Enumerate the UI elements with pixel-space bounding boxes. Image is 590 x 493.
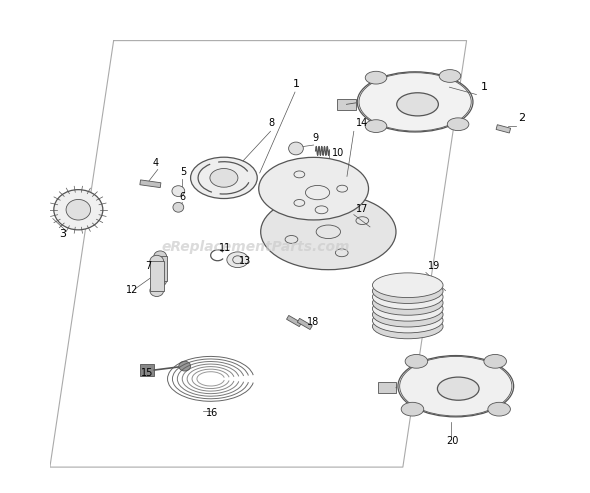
Text: 6: 6 <box>180 192 186 202</box>
Ellipse shape <box>172 186 185 197</box>
Ellipse shape <box>372 279 443 304</box>
Ellipse shape <box>439 70 461 82</box>
Ellipse shape <box>154 276 166 286</box>
Ellipse shape <box>365 120 387 133</box>
Polygon shape <box>140 180 161 188</box>
Text: 14: 14 <box>356 118 369 128</box>
Ellipse shape <box>365 71 387 84</box>
Text: 10: 10 <box>332 148 344 158</box>
Polygon shape <box>297 318 312 329</box>
Ellipse shape <box>358 72 473 132</box>
Ellipse shape <box>484 354 506 368</box>
Ellipse shape <box>372 308 443 333</box>
Text: 18: 18 <box>307 317 320 327</box>
Ellipse shape <box>289 142 303 155</box>
Ellipse shape <box>154 251 166 262</box>
Text: 11: 11 <box>219 244 231 253</box>
Ellipse shape <box>150 255 163 267</box>
Ellipse shape <box>396 93 438 116</box>
Text: 2: 2 <box>518 113 525 123</box>
Text: 1: 1 <box>481 82 489 92</box>
Text: 12: 12 <box>126 285 138 295</box>
Ellipse shape <box>401 402 424 416</box>
Ellipse shape <box>488 402 510 416</box>
Ellipse shape <box>398 355 514 417</box>
Polygon shape <box>337 99 356 110</box>
Text: 8: 8 <box>268 118 274 128</box>
Text: 5: 5 <box>180 168 186 177</box>
Ellipse shape <box>372 314 443 339</box>
Polygon shape <box>378 382 396 393</box>
Polygon shape <box>140 364 155 376</box>
Text: 20: 20 <box>446 436 458 446</box>
Text: 9: 9 <box>312 133 318 143</box>
Ellipse shape <box>54 190 103 230</box>
Ellipse shape <box>173 203 183 212</box>
Text: 17: 17 <box>356 204 369 214</box>
Text: eReplacementParts.com: eReplacementParts.com <box>162 240 350 253</box>
Text: 3: 3 <box>59 229 65 239</box>
Text: 13: 13 <box>238 256 251 266</box>
Ellipse shape <box>66 200 91 220</box>
Ellipse shape <box>261 194 396 270</box>
Polygon shape <box>150 261 163 290</box>
Polygon shape <box>287 316 301 326</box>
Ellipse shape <box>372 284 443 309</box>
Ellipse shape <box>150 285 163 296</box>
Ellipse shape <box>437 377 479 400</box>
Ellipse shape <box>191 157 257 199</box>
Ellipse shape <box>372 273 443 298</box>
Polygon shape <box>496 125 510 133</box>
Text: 16: 16 <box>206 408 218 418</box>
Ellipse shape <box>405 354 428 368</box>
Ellipse shape <box>372 302 443 327</box>
Ellipse shape <box>447 118 469 131</box>
Text: 1: 1 <box>293 79 300 89</box>
Text: 15: 15 <box>140 368 153 379</box>
Ellipse shape <box>210 169 238 187</box>
Polygon shape <box>154 256 166 281</box>
Ellipse shape <box>227 252 248 268</box>
Ellipse shape <box>259 157 369 220</box>
Text: 4: 4 <box>153 158 159 168</box>
Ellipse shape <box>179 361 191 371</box>
Ellipse shape <box>372 290 443 315</box>
Text: 19: 19 <box>428 261 441 271</box>
Ellipse shape <box>372 296 443 321</box>
Text: 7: 7 <box>146 261 152 271</box>
